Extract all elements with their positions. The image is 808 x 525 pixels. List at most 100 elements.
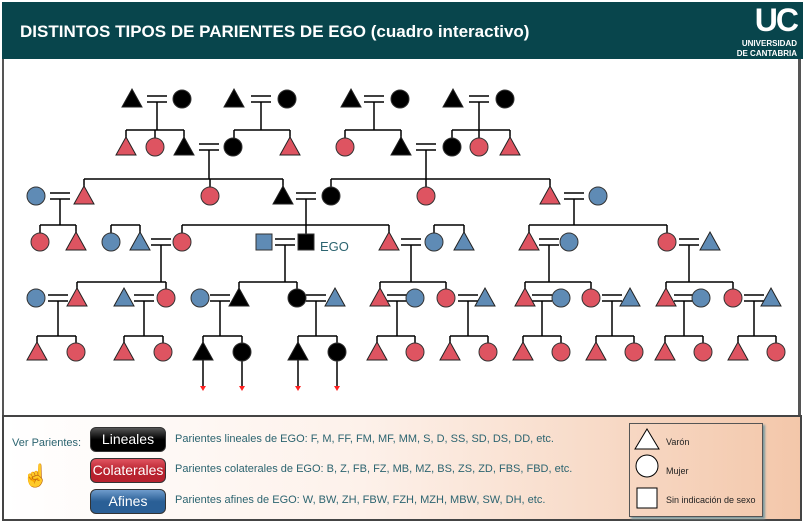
male-triangle-icon xyxy=(113,286,135,307)
female-circle-icon xyxy=(321,186,341,206)
kinship-diagram: EGO xyxy=(26,87,786,391)
male-triangle-icon xyxy=(453,230,475,251)
square-icon xyxy=(297,233,315,251)
female-circle-icon xyxy=(723,288,743,308)
male-triangle-icon xyxy=(369,286,391,307)
male-triangle-icon xyxy=(121,87,143,108)
male-triangle-icon xyxy=(699,230,721,251)
female-circle-icon xyxy=(26,288,46,308)
university-logo: UC UNIVERSIDAD DE CANTABRIA xyxy=(736,2,799,59)
male-triangle-icon xyxy=(287,340,309,361)
lineales-description: Parientes lineales de EGO: F, M, FF, FM,… xyxy=(175,433,554,445)
male-triangle-icon xyxy=(442,87,464,108)
male-triangle-icon xyxy=(499,135,521,156)
male-triangle-icon xyxy=(26,340,48,361)
descent-arrow-icon xyxy=(334,386,340,391)
female-circle-icon xyxy=(469,137,489,157)
female-circle-icon xyxy=(390,89,410,109)
female-circle-icon xyxy=(66,342,86,362)
legend-male: Varón xyxy=(666,437,690,447)
logo-sub1: UNIVERSIDAD xyxy=(741,39,797,48)
colaterales-button[interactable]: Colaterales xyxy=(90,458,166,483)
male-triangle-icon xyxy=(272,184,294,205)
male-triangle-icon xyxy=(129,230,151,251)
female-circle-icon xyxy=(624,342,644,362)
female-circle-icon xyxy=(327,342,347,362)
female-circle-icon xyxy=(424,232,444,252)
male-triangle-icon xyxy=(518,230,540,251)
kinship-nodes xyxy=(26,87,786,362)
circle-icon xyxy=(635,454,659,478)
male-triangle-icon xyxy=(65,230,87,251)
descent-arrow-icon xyxy=(239,386,245,391)
male-triangle-icon xyxy=(366,340,388,361)
female-circle-icon xyxy=(172,89,192,109)
male-triangle-icon xyxy=(760,286,782,307)
legend-symbols xyxy=(634,428,660,509)
male-triangle-icon xyxy=(66,286,88,307)
female-circle-icon xyxy=(30,232,50,252)
female-circle-icon xyxy=(277,89,297,109)
triangle-icon xyxy=(634,428,660,450)
legend-unknown: Sin indicación de sexo xyxy=(666,495,756,505)
male-triangle-icon xyxy=(73,184,95,205)
male-triangle-icon xyxy=(727,340,749,361)
male-triangle-icon xyxy=(192,340,214,361)
female-circle-icon xyxy=(153,342,173,362)
female-circle-icon xyxy=(101,232,121,252)
page-title: DISTINTOS TIPOS DE PARIENTES DE EGO (cua… xyxy=(20,22,530,41)
colaterales-description: Parientes colaterales de EGO: B, Z, FB, … xyxy=(175,463,573,475)
pointer-hand-icon: ☝ xyxy=(22,463,50,488)
male-triangle-icon xyxy=(115,135,137,156)
descent-arrow-icon xyxy=(295,386,301,391)
lineales-button[interactable]: Lineales xyxy=(90,427,166,452)
female-circle-icon xyxy=(551,288,571,308)
square-icon xyxy=(255,233,273,251)
female-circle-icon xyxy=(581,288,601,308)
female-circle-icon xyxy=(232,342,252,362)
female-circle-icon xyxy=(693,342,713,362)
female-circle-icon xyxy=(588,186,608,206)
male-triangle-icon xyxy=(340,87,362,108)
square-icon xyxy=(636,487,658,509)
female-circle-icon xyxy=(551,342,571,362)
female-circle-icon xyxy=(190,288,210,308)
female-circle-icon xyxy=(172,232,192,252)
male-triangle-icon xyxy=(512,340,534,361)
female-circle-icon xyxy=(559,232,579,252)
female-circle-icon xyxy=(223,137,243,157)
male-triangle-icon xyxy=(439,340,461,361)
symbol-legend: Varón Mujer Sin indicación de sexo xyxy=(629,423,763,517)
diagram-area: EGO xyxy=(2,59,801,415)
male-triangle-icon xyxy=(173,135,195,156)
female-circle-icon xyxy=(442,137,462,157)
female-circle-icon xyxy=(657,232,677,252)
female-circle-icon xyxy=(405,342,425,362)
female-circle-icon xyxy=(26,186,46,206)
legend-female: Mujer xyxy=(666,466,689,476)
logo-text: UC xyxy=(754,2,799,38)
female-circle-icon xyxy=(436,288,456,308)
logo-sub2: DE CANTABRIA xyxy=(736,49,797,58)
male-triangle-icon xyxy=(228,286,250,307)
male-triangle-icon xyxy=(474,286,496,307)
female-circle-icon xyxy=(200,186,220,206)
female-circle-icon xyxy=(156,288,176,308)
male-triangle-icon xyxy=(223,87,245,108)
afines-button[interactable]: Afines xyxy=(90,489,166,514)
male-triangle-icon xyxy=(654,340,676,361)
female-circle-icon xyxy=(691,288,711,308)
female-circle-icon xyxy=(405,288,425,308)
ego-label: EGO xyxy=(320,239,349,254)
female-circle-icon xyxy=(766,342,786,362)
male-triangle-icon xyxy=(585,340,607,361)
header: DISTINTOS TIPOS DE PARIENTES DE EGO (cua… xyxy=(2,2,803,59)
male-triangle-icon xyxy=(279,135,301,156)
female-circle-icon xyxy=(145,137,165,157)
female-circle-icon xyxy=(495,89,515,109)
male-triangle-icon xyxy=(539,184,561,205)
female-circle-icon xyxy=(335,137,355,157)
descent-arrow-icon xyxy=(200,386,206,391)
male-triangle-icon xyxy=(378,230,400,251)
footer-panel: Ver Parientes: ☝ Lineales Colaterales Af… xyxy=(2,415,802,521)
